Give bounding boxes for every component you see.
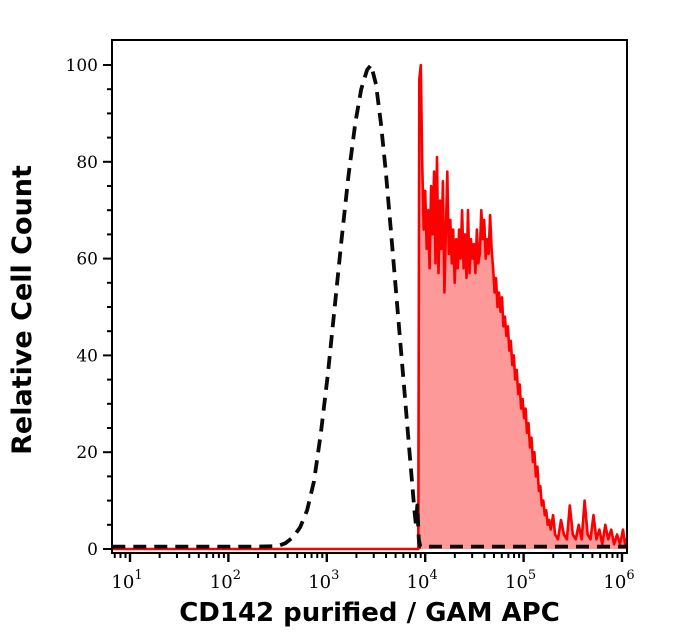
x-axis-ticks: 101 102 103 104 105 106 — [111, 554, 635, 593]
x-tick-label: 101 — [111, 568, 142, 593]
x-tick-label: 106 — [603, 568, 634, 593]
y-tick-label: 80 — [76, 153, 98, 173]
positive-histogram-fill — [112, 65, 627, 549]
y-axis-ticks: 0 20 40 60 80 100 — [66, 56, 111, 560]
negative-control-dashed-curve — [112, 63, 627, 549]
x-tick-label: 104 — [407, 568, 438, 593]
plot-border — [111, 39, 628, 554]
y-axis-label: Relative Cell Count — [7, 165, 38, 455]
y-tick-label: 100 — [66, 56, 98, 76]
y-tick-label: 0 — [87, 540, 98, 560]
x-axis-label: CD142 purified / GAM APC — [179, 598, 560, 628]
positive-histogram-outline — [112, 63, 629, 551]
x-tick-label: 103 — [308, 568, 339, 593]
y-tick-label: 60 — [76, 250, 98, 270]
x-tick-label: 102 — [210, 568, 241, 593]
y-tick-label: 40 — [76, 346, 98, 366]
x-tick-label: 105 — [505, 568, 536, 593]
y-tick-label: 20 — [76, 443, 98, 463]
